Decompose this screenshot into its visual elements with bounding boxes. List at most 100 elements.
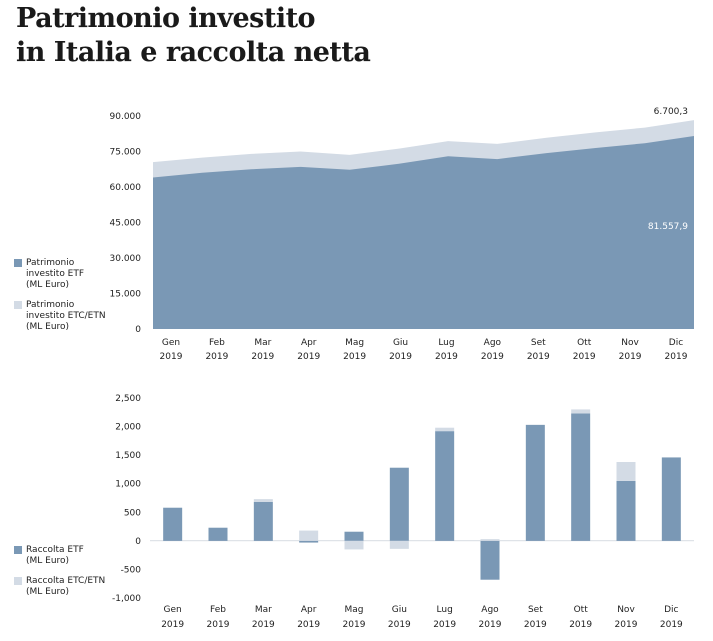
y-tick-label: -500: [121, 565, 142, 575]
x-tick-label: Nov: [617, 605, 635, 615]
legend-label: Patrimonio investito ETC/ETN (ML Euro): [26, 300, 106, 332]
x-tick-label: 2019: [527, 352, 550, 362]
x-tick-label: 2019: [569, 620, 592, 630]
bar-etc: [571, 409, 591, 414]
legend-swatch-etc: [14, 301, 22, 309]
legend-swatch-etc: [14, 577, 22, 585]
y-tick-label: 500: [124, 508, 141, 518]
x-tick-label: 2019: [479, 620, 502, 630]
legend-item-etc: Patrimonio investito ETC/ETN (ML Euro): [14, 300, 124, 333]
data-label-etf: 81.557,9: [648, 222, 688, 232]
x-tick-label: 2019: [615, 620, 638, 630]
x-tick-label: 2019: [388, 620, 411, 630]
x-tick-label: Feb: [209, 338, 225, 348]
x-tick-label: Ott: [577, 338, 592, 348]
bar-etf: [480, 540, 500, 580]
legend-label: Raccolta ETF (ML Euro): [26, 545, 84, 566]
x-tick-label: 2019: [343, 620, 366, 630]
legend-swatch-etf: [14, 546, 22, 554]
bar-etc: [253, 499, 273, 502]
x-tick-label: 2019: [161, 620, 184, 630]
x-tick-label: Apr: [301, 605, 317, 615]
x-tick-label: Mag: [345, 338, 364, 348]
x-tick-label: 2019: [481, 352, 504, 362]
title-line-1: Patrimonio investito: [16, 3, 316, 34]
x-tick-label: Ago: [484, 338, 502, 348]
bar-etf: [616, 480, 636, 541]
x-tick-label: Ago: [481, 605, 499, 615]
legend-label: Patrimonio investito ETF (ML Euro): [26, 258, 85, 290]
x-tick-label: Lug: [437, 605, 453, 615]
title-line-2: in Italia e raccolta netta: [16, 37, 371, 68]
y-tick-label: 1,000: [115, 480, 141, 490]
bar-etc: [299, 530, 319, 541]
x-tick-label: 2019: [665, 352, 688, 362]
bar-etf: [253, 502, 273, 541]
y-tick-label: -1,000: [112, 594, 141, 604]
y-tick-label: 90.000: [110, 112, 142, 122]
x-tick-label: Dic: [664, 605, 678, 615]
legend-raccolta: Raccolta ETF (ML Euro) Raccolta ETC/ETN …: [14, 545, 124, 607]
x-tick-label: Gen: [162, 338, 180, 348]
bar-etf: [389, 467, 409, 541]
legend-item-etf: Patrimonio investito ETF (ML Euro): [14, 258, 124, 291]
x-tick-label: Nov: [621, 338, 639, 348]
area-chart-patrimonio: 0 15.000 30.000 45.000 60.000 75.000 90.000 Gen…: [110, 107, 694, 362]
x-tick-label: 2019: [160, 352, 183, 362]
legend-patrimonio: Patrimonio investito ETF (ML Euro) Patri…: [14, 258, 124, 342]
x-tick-label: 2019: [205, 352, 228, 362]
x-tick-label: 2019: [251, 352, 274, 362]
x-tick-label: 2019: [524, 620, 547, 630]
x-tick-label: Mar: [255, 605, 272, 615]
x-tick-label: Giu: [392, 605, 407, 615]
bar-etf: [163, 507, 183, 541]
bar-etc: [389, 540, 409, 549]
bar-etf: [571, 413, 591, 541]
x-tick-label: 2019: [297, 352, 320, 362]
y-tick-label: 45.000: [110, 219, 142, 229]
x-tick-label: Ott: [574, 605, 589, 615]
x-tick-label: 2019: [207, 620, 230, 630]
legend-swatch-etf: [14, 259, 22, 267]
x-tick-label: Dic: [669, 338, 683, 348]
bar-etc: [435, 427, 455, 432]
y-tick-label: 60.000: [110, 183, 142, 193]
bar-etf: [299, 540, 319, 543]
x-tick-label: Set: [528, 605, 543, 615]
x-tick-label: Gen: [164, 605, 182, 615]
x-tick-label: 2019: [435, 352, 458, 362]
legend-item-etf: Raccolta ETF (ML Euro): [14, 545, 124, 567]
bar-chart-raccolta: Gen 2019 Feb 2019 Mar 2019 Apr 2019 Mag 2019 Giu 20…: [112, 394, 694, 630]
legend-label: Raccolta ETC/ETN (ML Euro): [26, 576, 106, 597]
x-tick-label: Lug: [438, 338, 454, 348]
x-tick-label: 2019: [252, 620, 275, 630]
x-tick-label: Giu: [393, 338, 408, 348]
x-tick-label: 2019: [343, 352, 366, 362]
bar-etf: [435, 431, 455, 541]
x-tick-label: Feb: [210, 605, 226, 615]
bar-etf: [525, 424, 545, 541]
y-tick-label: 1,500: [115, 451, 141, 461]
x-tick-label: 2019: [573, 352, 596, 362]
bar-etc: [480, 539, 500, 541]
y-tick-label: 15.000: [110, 290, 142, 300]
x-tick-label: 2019: [619, 352, 642, 362]
x-tick-label: Mar: [254, 338, 271, 348]
y-tick-label: 0: [135, 537, 141, 547]
bar-etc: [344, 540, 364, 550]
y-tick-label: 2,500: [115, 394, 141, 404]
x-tick-label: 2019: [660, 620, 683, 630]
data-label-etc: 6.700,3: [654, 107, 688, 117]
x-tick-label: 2019: [433, 620, 456, 630]
bar-etc: [616, 462, 636, 481]
bar-etf: [344, 531, 364, 541]
x-tick-label: Apr: [301, 338, 317, 348]
y-tick-label: 2,000: [115, 423, 141, 433]
x-tick-label: Mag: [345, 605, 364, 615]
x-tick-label: Set: [531, 338, 546, 348]
bar-etf: [208, 527, 228, 541]
x-tick-label: 2019: [389, 352, 412, 362]
page-title: Patrimonio investito in Italia e raccolt…: [16, 2, 371, 70]
y-tick-label: 75.000: [110, 148, 142, 158]
